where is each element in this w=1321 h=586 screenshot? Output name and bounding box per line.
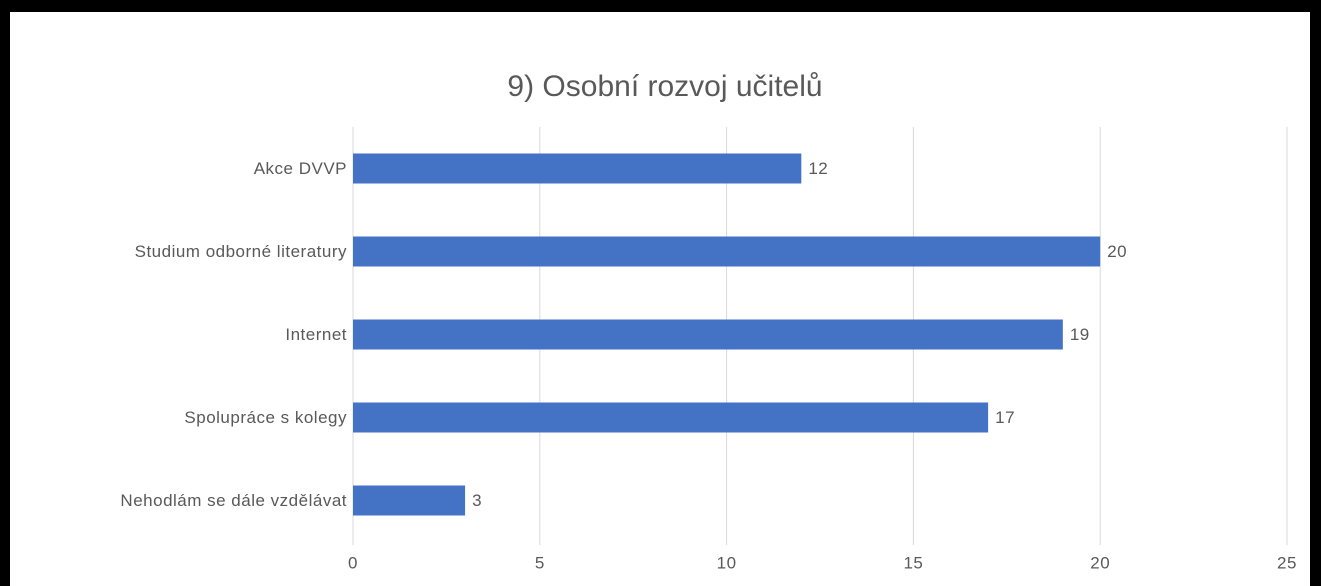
data-label: 19 — [1070, 325, 1090, 344]
bar — [353, 485, 466, 516]
data-label: 12 — [808, 159, 828, 178]
y-tick-label: Studium odborné literatury — [135, 242, 347, 261]
y-tick-label: Internet — [285, 325, 347, 344]
y-tick-label: Nehodlám se dále vzdělávat — [120, 491, 347, 510]
y-tick-label: Spolupráce s kolegy — [184, 408, 347, 427]
chart-area — [10, 12, 1310, 586]
x-tick-label: 15 — [903, 553, 923, 572]
bar — [353, 236, 1101, 267]
bar — [353, 319, 1063, 350]
x-tick-label: 5 — [535, 553, 545, 572]
data-label: 20 — [1107, 242, 1127, 261]
x-tick-label: 25 — [1277, 553, 1297, 572]
x-tick-label: 0 — [348, 553, 358, 572]
data-label: 3 — [472, 491, 482, 510]
x-tick-label: 20 — [1090, 553, 1110, 572]
x-tick-label: 10 — [717, 553, 737, 572]
y-tick-label: Akce DVVP — [254, 159, 347, 178]
bar — [353, 153, 802, 184]
bar — [353, 402, 989, 433]
data-label: 17 — [995, 408, 1015, 427]
chart-title: 9) Osobní rozvoj učitelů — [507, 70, 822, 103]
